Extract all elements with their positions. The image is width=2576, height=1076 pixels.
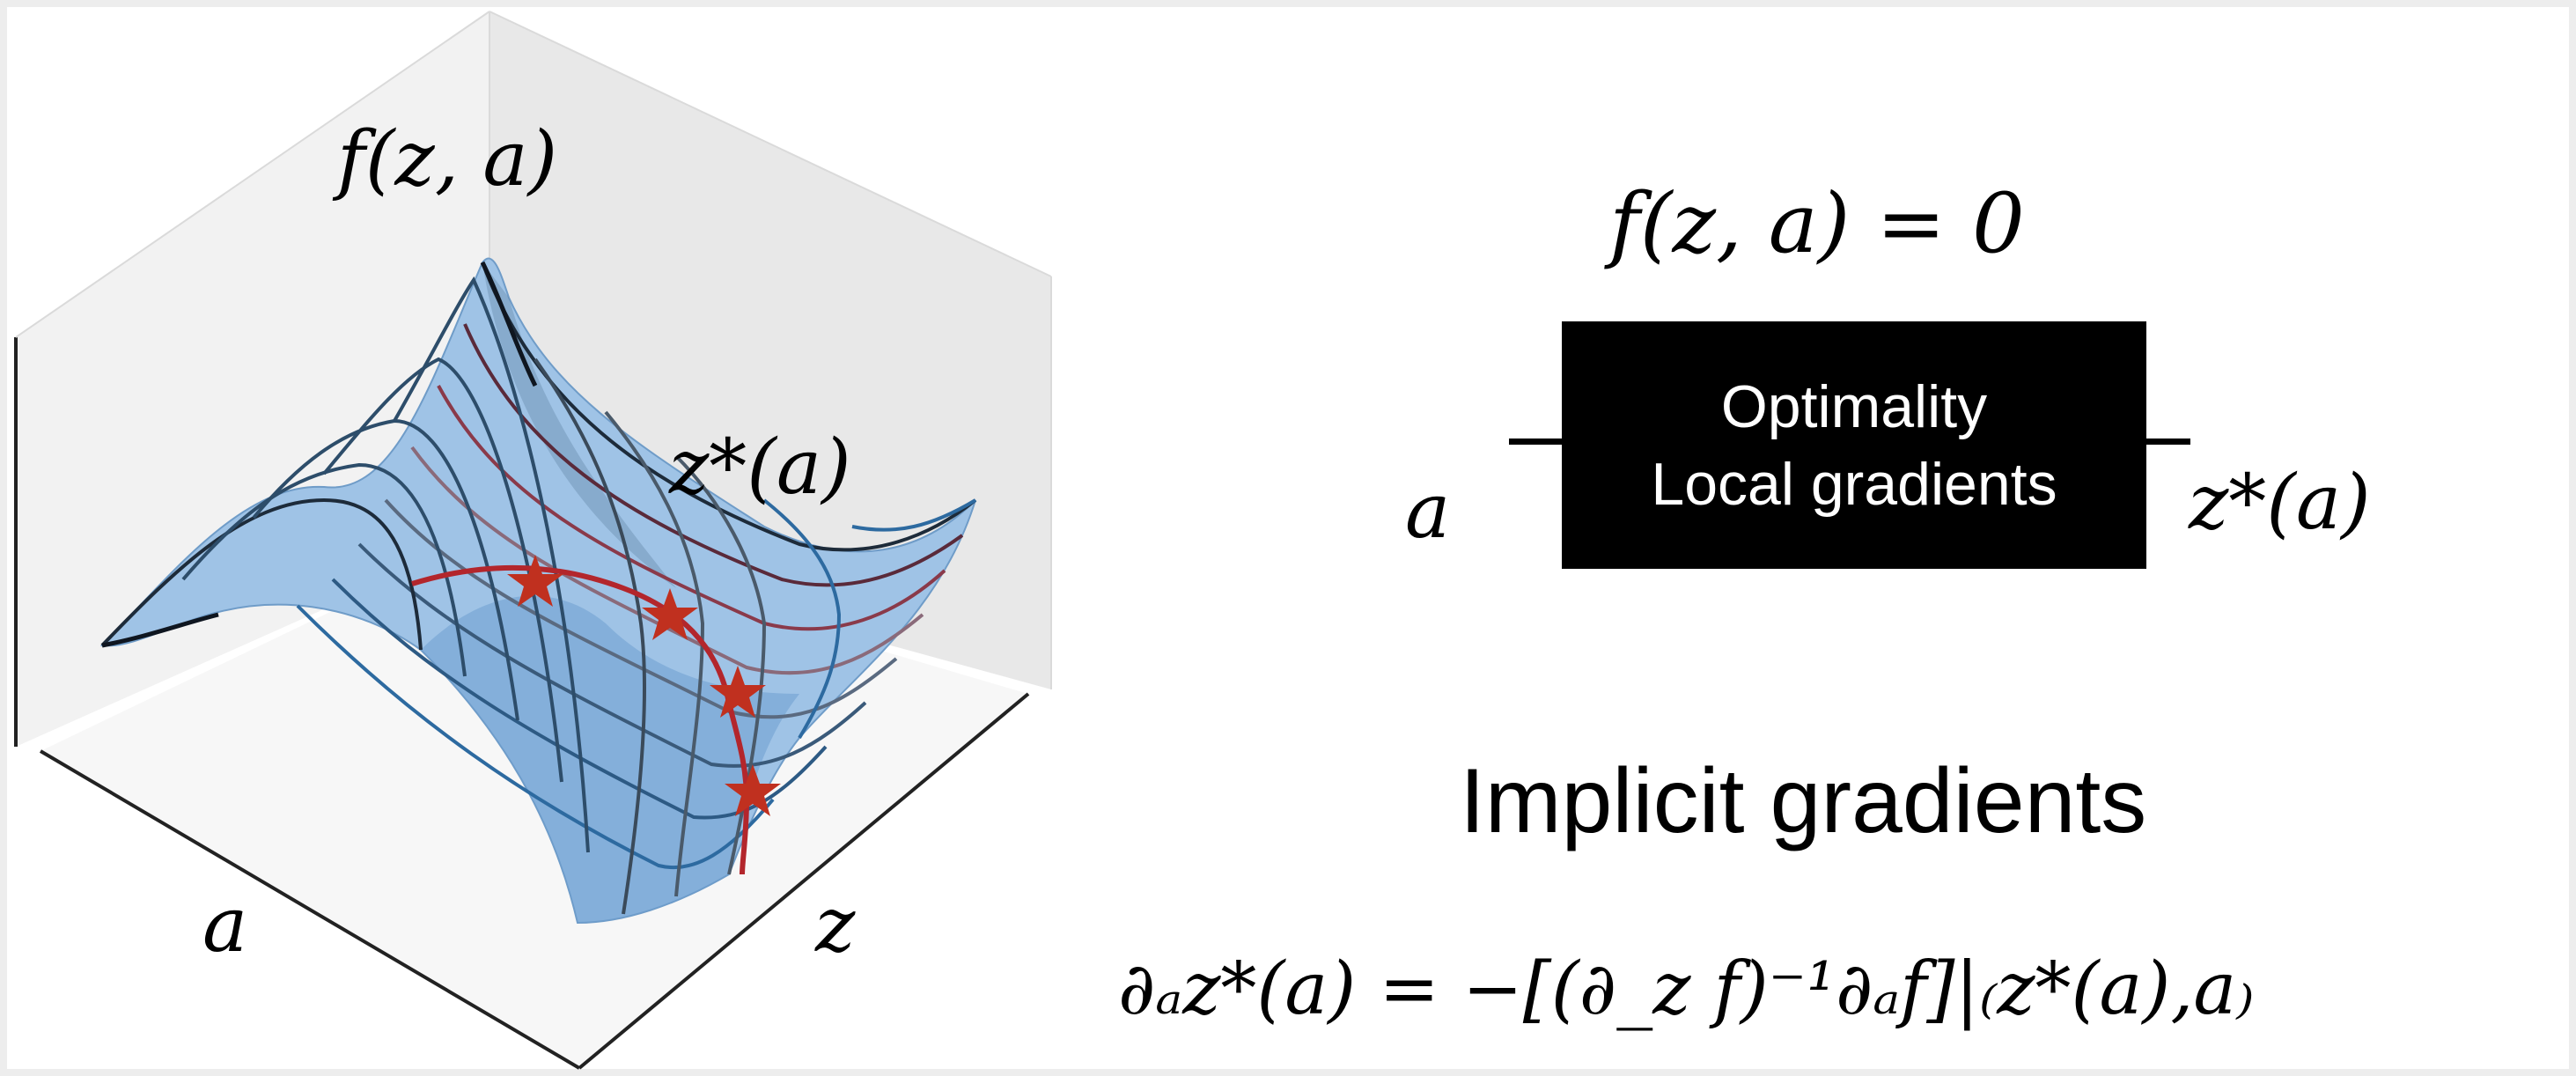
input-wire [1509,439,1564,445]
star-marker [710,666,766,718]
surface-shading [421,595,799,923]
implicit-formula: ∂ₐz*(a) = −[(∂_z f)⁻¹∂ₐf]|₍z*(a),a₎ [1118,947,2255,1031]
a-axis-label: a [202,881,248,969]
star-marker [507,555,563,607]
edge-line [489,11,1052,277]
surface-grid-z [100,276,977,915]
z-axis-label: z [815,881,856,969]
optimality-box: Optimality Local gradients [1562,321,2146,569]
surface-shading [482,262,676,588]
equation-label: f(z, a) = 0 [1609,176,2025,272]
box-line-1: Optimality [1720,372,1988,440]
a-axis-line [39,749,581,1070]
star-marker [725,764,781,816]
edge-line [101,612,219,648]
z-star-label: z*(a) [669,424,851,512]
ridge-line [480,261,538,387]
z-axis-line [578,692,1030,1070]
output-label: z*(a) [2189,459,2371,547]
solution-markers [507,555,781,816]
solution-curve [411,564,750,875]
figure-canvas: f(z, a) z*(a) a z f(z, a) = 0 a Optimali… [7,7,2569,1070]
f-label: f(z, a) [337,115,558,203]
surface-plot [14,11,1052,1070]
input-label: a [1405,468,1451,556]
star-marker [642,588,698,640]
implicit-heading: Implicit gradients [1460,750,2147,852]
edge-line [15,11,490,338]
box-line-2: Local gradients [1651,450,2057,518]
output-wire [2145,439,2190,445]
